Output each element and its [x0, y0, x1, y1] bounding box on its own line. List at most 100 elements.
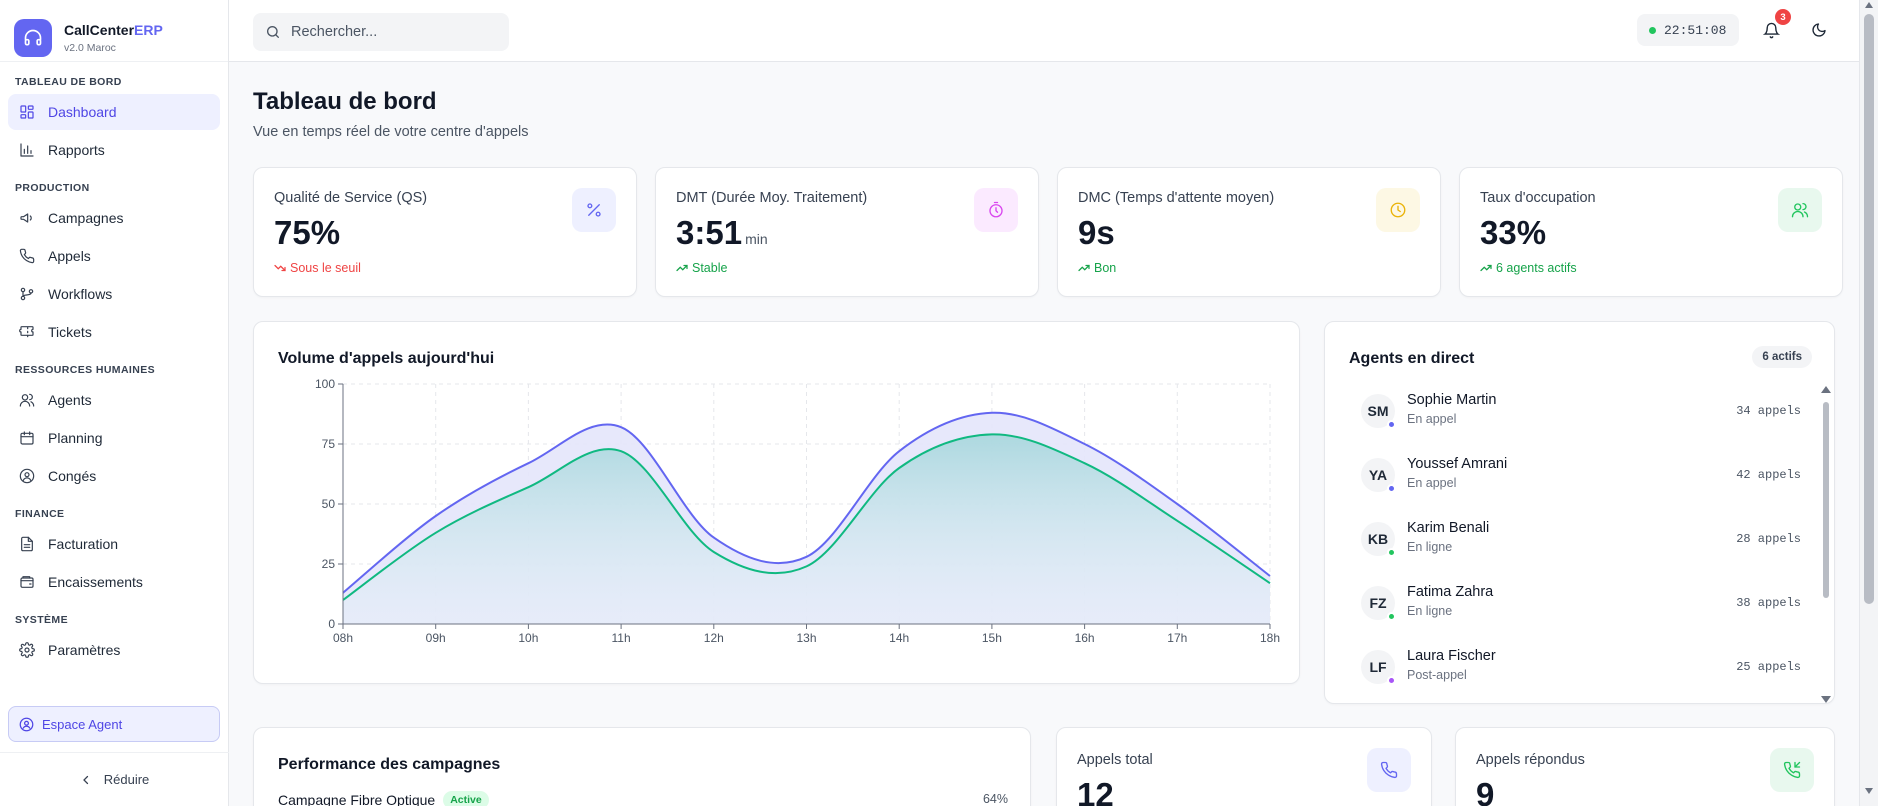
agent-list-scrollbar[interactable] [1821, 386, 1831, 706]
status-dot [1387, 676, 1396, 685]
x-tick-label: 17h [1167, 631, 1187, 645]
sidebar-item-agents[interactable]: Agents [8, 382, 220, 418]
workflow-icon [18, 285, 36, 303]
kpi-value: 3:51 min [676, 214, 768, 251]
list-scroll-thumb[interactable] [1823, 402, 1829, 598]
series-2-area [343, 434, 1270, 624]
kpi-unit: min [745, 231, 768, 247]
nav-section-title: TABLEAU DE BORD [15, 76, 122, 88]
agent-row[interactable]: FZ Fatima Zahra En ligne 38 appels [1361, 582, 1811, 646]
agent-state: En ligne [1407, 604, 1453, 618]
brand[interactable]: CallCenterERP v2.0 Maroc [0, 0, 228, 62]
moon-icon[interactable] [1807, 18, 1831, 42]
trend-down-icon [274, 262, 286, 274]
agent-state: Post-appel [1407, 668, 1467, 682]
status-dot [1387, 548, 1396, 557]
x-tick-label: 09h [426, 631, 446, 645]
user-circle-icon [18, 467, 36, 485]
call-volume-card: Volume d'appels aujourd'hui 0 25 50 75 100 08… [253, 321, 1300, 684]
agent-row[interactable]: LF Laura Fischer Post-appel 25 appels [1361, 646, 1811, 710]
sidebar-item-congés[interactable]: Congés [8, 458, 220, 494]
sidebar-item-label: Facturation [48, 536, 119, 552]
sidebar-item-workflows[interactable]: Workflows [8, 276, 220, 312]
agent-space-button[interactable]: Espace Agent [8, 706, 220, 742]
agent-row[interactable]: KB Karim Benali En ligne 28 appels [1361, 518, 1811, 582]
x-tick-label: 13h [796, 631, 816, 645]
agent-calls: 28 appels [1736, 532, 1801, 546]
campaigns-title: Performance des campagnes [278, 756, 501, 773]
agent-calls: 25 appels [1736, 660, 1801, 674]
sidebar-item-label: Paramètres [48, 642, 121, 658]
y-tick-label: 50 [322, 497, 336, 511]
search-input[interactable] [291, 24, 491, 40]
bell-icon[interactable] [1759, 18, 1783, 42]
campaign-name: Campagne Fibre Optique [278, 792, 436, 806]
list-scroll-down-icon[interactable] [1821, 696, 1831, 703]
sidebar-item-appels[interactable]: Appels [8, 238, 220, 274]
y-tick-label: 0 [328, 617, 335, 631]
sidebar-item-facturation[interactable]: Facturation [8, 526, 220, 562]
kpi-card: Qualité de Service (QS) 75% Sous le seuil [253, 167, 637, 297]
sidebar-item-label: Planning [48, 430, 103, 446]
sidebar-item-label: Dashboard [48, 104, 117, 120]
dashboard-icon [18, 103, 36, 121]
calendar-icon [18, 429, 36, 447]
page-scrollbar[interactable] [1859, 0, 1878, 806]
agent-list: SM Sophie Martin En appel 34 appels YA Yousse… [1361, 390, 1811, 710]
sidebar-item-paramètres[interactable]: Paramètres [8, 632, 220, 668]
sidebar-item-label: Rapports [48, 142, 105, 158]
x-tick-label: 08h [333, 631, 353, 645]
avatar: YA [1361, 458, 1396, 493]
sidebar-item-label: Campagnes [48, 210, 124, 226]
agent-row[interactable]: SM Sophie Martin En appel 34 appels [1361, 390, 1811, 454]
sidebar-item-tickets[interactable]: Tickets [8, 314, 220, 350]
scrollbar-thumb[interactable] [1864, 14, 1874, 604]
search-box[interactable] [253, 13, 509, 51]
trend-up-icon [676, 262, 688, 274]
list-scroll-up-icon[interactable] [1821, 386, 1831, 393]
ticket-icon [18, 323, 36, 341]
kpi-card: DMC (Temps d'attente moyen) 9s Bon [1057, 167, 1441, 297]
scroll-down-icon[interactable] [1865, 788, 1873, 794]
agent-state: En ligne [1407, 540, 1453, 554]
clock-icon [1376, 188, 1420, 232]
y-tick-label: 100 [315, 377, 335, 391]
kpi-trend: Sous le seuil [274, 261, 361, 275]
kpi-label: Appels total [1077, 752, 1153, 768]
sidebar-item-campagnes[interactable]: Campagnes [8, 200, 220, 236]
nav-section-title: SYSTÈME [15, 614, 68, 626]
sidebar: CallCenterERP v2.0 Maroc TABLEAU DE BORD… [0, 0, 229, 806]
avatar: FZ [1361, 586, 1396, 621]
x-tick-label: 11h [612, 631, 631, 645]
kpi-value: 9s [1078, 214, 1115, 251]
x-tick-label: 12h [704, 631, 724, 645]
sidebar-item-planning[interactable]: Planning [8, 420, 220, 456]
live-agents-card: Agents en direct 6 actifs SM Sophie Marti… [1324, 321, 1835, 704]
campaign-row[interactable]: Campagne Fibre Optique Active 64% [278, 790, 1008, 806]
agent-row[interactable]: YA Youssef Amrani En appel 42 appels [1361, 454, 1811, 518]
x-tick-label: 18h [1260, 631, 1280, 645]
phone-icon [18, 247, 36, 265]
sidebar-item-encaissements[interactable]: Encaissements [8, 564, 220, 600]
kpi-label: DMC (Temps d'attente moyen) [1078, 190, 1275, 206]
sidebar-item-dashboard[interactable]: Dashboard [8, 94, 220, 130]
kpi-trend: Stable [676, 261, 727, 275]
collapse-sidebar-button[interactable]: Réduire [0, 752, 229, 806]
trend-up-icon [1078, 262, 1090, 274]
collapse-label: Réduire [103, 772, 150, 787]
sidebar-item-rapports[interactable]: Rapports [8, 132, 220, 168]
kpi-trend: 6 agents actifs [1480, 261, 1577, 275]
kpi-label: Appels répondus [1476, 752, 1585, 768]
percent-icon [572, 188, 616, 232]
users-icon [1778, 188, 1822, 232]
kpi-card: DMT (Durée Moy. Traitement) 3:51 min Stable [655, 167, 1039, 297]
notification-badge: 3 [1775, 9, 1791, 25]
series-2-line [342, 433, 1271, 601]
campaign-status-badge: Active [443, 791, 489, 806]
scroll-up-icon[interactable] [1865, 2, 1873, 8]
agents-panel-title: Agents en direct [1349, 350, 1475, 367]
bar-chart-icon [18, 141, 36, 159]
sidebar-nav: TABLEAU DE BORD Dashboard Rapports PRODUCTI… [0, 76, 228, 668]
users-icon [18, 391, 36, 409]
kpi-trend: Bon [1078, 261, 1116, 275]
